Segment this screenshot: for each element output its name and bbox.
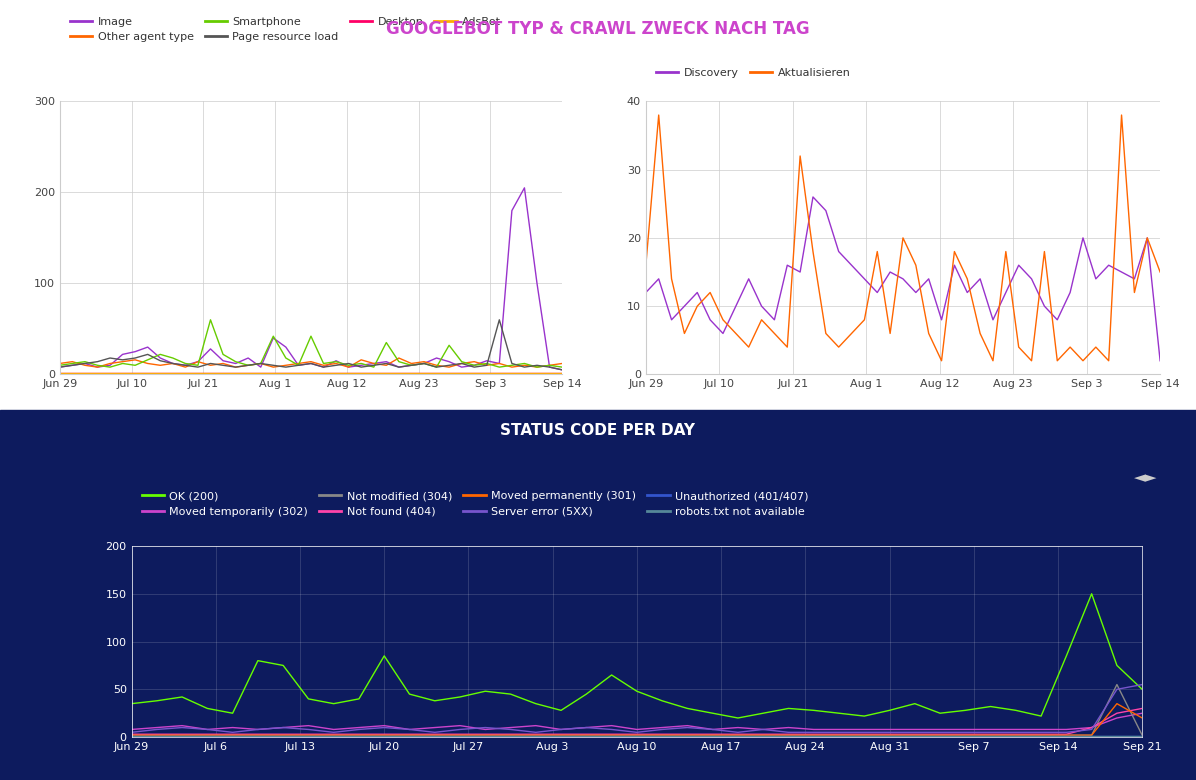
Legend: Discovery, Aktualisieren: Discovery, Aktualisieren: [652, 63, 855, 82]
Text: ◄►: ◄►: [1134, 470, 1158, 485]
Legend: OK (200), Moved temporarily (302), Not modified (304), Not found (404), Moved pe: OK (200), Moved temporarily (302), Not m…: [138, 487, 813, 521]
Legend: Image, Other agent type, Smartphone, Page resource load, Desktop, AdsBot: Image, Other agent type, Smartphone, Pag…: [66, 12, 506, 47]
Text: STATUS CODE PER DAY: STATUS CODE PER DAY: [500, 423, 696, 438]
Text: GOOGLEBOT TYP & CRAWL ZWECK NACH TAG: GOOGLEBOT TYP & CRAWL ZWECK NACH TAG: [386, 20, 810, 37]
